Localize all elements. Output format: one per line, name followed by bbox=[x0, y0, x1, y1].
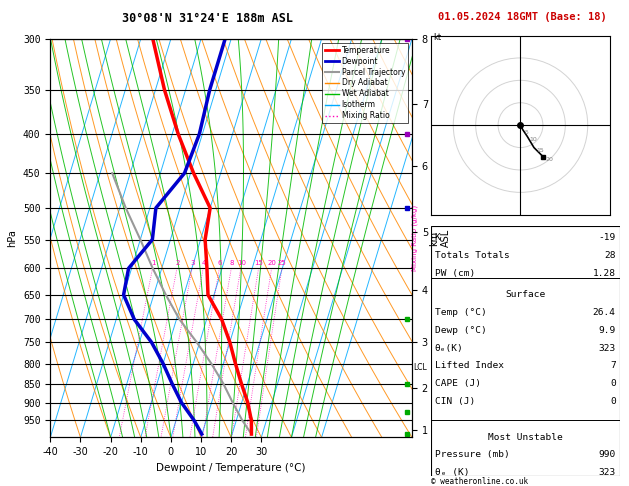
Text: 990: 990 bbox=[599, 451, 616, 459]
Text: Pressure (mb): Pressure (mb) bbox=[435, 451, 509, 459]
X-axis label: Dewpoint / Temperature (°C): Dewpoint / Temperature (°C) bbox=[157, 463, 306, 473]
Text: 25: 25 bbox=[278, 260, 287, 265]
Text: 0: 0 bbox=[610, 397, 616, 406]
Text: 1: 1 bbox=[151, 260, 155, 265]
Text: 1.28: 1.28 bbox=[593, 269, 616, 278]
Text: 6: 6 bbox=[218, 260, 222, 265]
Text: Surface: Surface bbox=[505, 290, 545, 299]
Text: 2: 2 bbox=[175, 260, 180, 265]
Text: 20: 20 bbox=[267, 260, 277, 265]
Text: θₑ(K): θₑ(K) bbox=[435, 344, 464, 353]
Text: 3: 3 bbox=[191, 260, 195, 265]
Text: 4: 4 bbox=[201, 260, 206, 265]
Text: 8: 8 bbox=[230, 260, 234, 265]
Text: 15: 15 bbox=[536, 148, 544, 153]
Text: Most Unstable: Most Unstable bbox=[488, 433, 562, 441]
Text: PW (cm): PW (cm) bbox=[435, 269, 475, 278]
Text: K: K bbox=[435, 233, 440, 243]
Y-axis label: km
ASL: km ASL bbox=[430, 229, 451, 247]
Text: Mixing Ratio (g/kg): Mixing Ratio (g/kg) bbox=[412, 205, 418, 271]
Text: 323: 323 bbox=[599, 468, 616, 477]
Text: 9.9: 9.9 bbox=[599, 326, 616, 335]
Text: -19: -19 bbox=[599, 233, 616, 243]
Text: 20: 20 bbox=[545, 157, 553, 162]
Y-axis label: hPa: hPa bbox=[8, 229, 18, 247]
Text: CAPE (J): CAPE (J) bbox=[435, 379, 481, 388]
Text: 15: 15 bbox=[255, 260, 264, 265]
Text: 0: 0 bbox=[610, 379, 616, 388]
Text: 7: 7 bbox=[610, 362, 616, 370]
Text: 30°08'N 31°24'E 188m ASL: 30°08'N 31°24'E 188m ASL bbox=[122, 12, 293, 25]
Text: θₑ (K): θₑ (K) bbox=[435, 468, 469, 477]
Text: Totals Totals: Totals Totals bbox=[435, 251, 509, 260]
Text: LCL: LCL bbox=[413, 363, 427, 372]
Text: Temp (°C): Temp (°C) bbox=[435, 308, 486, 317]
Text: 10: 10 bbox=[530, 137, 537, 142]
Legend: Temperature, Dewpoint, Parcel Trajectory, Dry Adiabat, Wet Adiabat, Isotherm, Mi: Temperature, Dewpoint, Parcel Trajectory… bbox=[322, 43, 408, 123]
Text: 28: 28 bbox=[604, 251, 616, 260]
Text: Lifted Index: Lifted Index bbox=[435, 362, 504, 370]
Text: 26.4: 26.4 bbox=[593, 308, 616, 317]
Text: kt: kt bbox=[433, 33, 441, 42]
Text: Dewp (°C): Dewp (°C) bbox=[435, 326, 486, 335]
Text: CIN (J): CIN (J) bbox=[435, 397, 475, 406]
Text: 323: 323 bbox=[599, 344, 616, 353]
Text: 10: 10 bbox=[237, 260, 246, 265]
Text: © weatheronline.co.uk: © weatheronline.co.uk bbox=[431, 477, 528, 486]
Text: 01.05.2024 18GMT (Base: 18): 01.05.2024 18GMT (Base: 18) bbox=[438, 12, 606, 22]
Text: 5: 5 bbox=[525, 130, 529, 135]
